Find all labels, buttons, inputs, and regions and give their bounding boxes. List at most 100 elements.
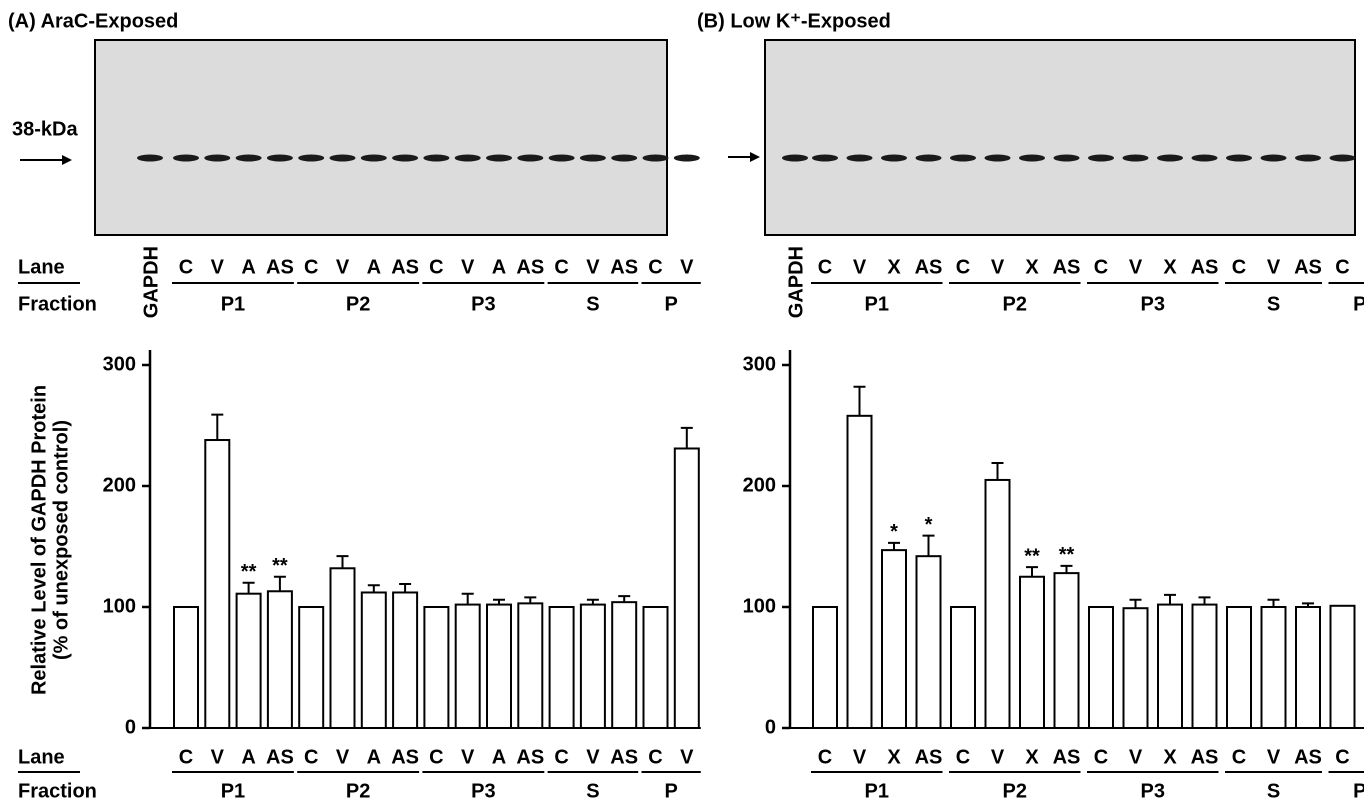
lane-label: A: [492, 256, 506, 278]
bar: [1262, 607, 1286, 728]
blot-band: [392, 155, 418, 162]
blot-band: [1226, 155, 1252, 162]
bar: [1296, 607, 1320, 728]
lane-label: C: [1232, 746, 1246, 768]
lane-label: V: [211, 256, 225, 278]
bar: [986, 480, 1010, 728]
significance-mark: **: [1059, 544, 1075, 566]
row-label: Lane: [18, 256, 65, 278]
bar: [917, 556, 941, 728]
lane-label: A: [241, 256, 255, 278]
lane-label: C: [429, 256, 443, 278]
lane-label: A: [241, 746, 255, 768]
significance-mark: **: [272, 555, 288, 577]
lane-label: C: [304, 256, 318, 278]
y-axis-title: Relative Level of GAPDH Protein: [28, 385, 50, 695]
fraction-label: S: [586, 780, 599, 802]
bar: [675, 448, 699, 728]
lane-label: V: [680, 746, 694, 768]
lane-label: V: [461, 746, 475, 768]
blot-band: [423, 155, 449, 162]
row-label: Fraction: [18, 293, 97, 315]
blot-band: [1123, 155, 1149, 162]
bar: [487, 605, 511, 728]
bar: [644, 607, 668, 728]
bar: [299, 607, 323, 728]
blot-band: [1295, 155, 1321, 162]
bar: [268, 591, 292, 728]
lane-label: AS: [516, 746, 544, 768]
fraction-label: P3: [1141, 780, 1165, 802]
blot-band: [1261, 155, 1287, 162]
control-lane-label: GAPDH: [140, 246, 162, 318]
bar: [1020, 577, 1044, 728]
error-bar: [1268, 600, 1280, 607]
arrow-head: [750, 152, 760, 162]
y-tick-label: 100: [103, 595, 136, 617]
lane-label: X: [1163, 746, 1177, 768]
lane-label: AS: [915, 746, 943, 768]
blot-band: [643, 155, 669, 162]
blot-band: [330, 155, 356, 162]
fraction-label: P3: [471, 780, 495, 802]
lane-label: C: [956, 746, 970, 768]
lane-label: AS: [266, 746, 294, 768]
lane-label: V: [461, 256, 475, 278]
blot-band: [580, 155, 606, 162]
blot-band: [1019, 155, 1045, 162]
y-tick-label: 0: [125, 716, 136, 738]
blot-band: [812, 155, 838, 162]
blot-band: [881, 155, 907, 162]
lane-label: V: [991, 256, 1005, 278]
lane-label: C: [1232, 256, 1246, 278]
error-bar: [211, 415, 223, 440]
lane-label: C: [648, 256, 662, 278]
error-bar: [243, 583, 255, 594]
lane-label: V: [1267, 746, 1281, 768]
lane-label: V: [680, 256, 694, 278]
fraction-label: P: [664, 293, 677, 315]
blot-band: [1330, 155, 1356, 162]
bar: [1089, 607, 1113, 728]
blot-image: [95, 40, 667, 235]
blot-band: [298, 155, 324, 162]
bar: [174, 607, 198, 728]
lane-label: X: [1163, 256, 1177, 278]
lane-label: V: [336, 746, 350, 768]
fraction-label: P1: [865, 780, 889, 802]
error-bar: [274, 577, 286, 592]
y-tick-label: 300: [743, 353, 776, 375]
fraction-label: P: [1353, 780, 1364, 802]
lane-label: C: [429, 746, 443, 768]
lane-label: C: [956, 256, 970, 278]
error-bar: [1026, 567, 1038, 577]
lane-label: AS: [1053, 256, 1081, 278]
significance-mark: **: [241, 561, 257, 583]
blot-band: [517, 155, 543, 162]
bar: [951, 607, 975, 728]
bar: [1331, 606, 1355, 728]
row-label: Fraction: [18, 780, 97, 802]
error-bar: [368, 585, 380, 592]
y-tick-label: 0: [765, 716, 776, 738]
y-tick-label: 100: [743, 595, 776, 617]
blot-band: [173, 155, 199, 162]
blot-band: [674, 155, 700, 162]
error-bar: [1199, 597, 1211, 604]
blot-band: [782, 155, 808, 162]
lane-label: AS: [610, 256, 638, 278]
blot-band: [847, 155, 873, 162]
lane-label: AS: [1053, 746, 1081, 768]
blot-band: [1054, 155, 1080, 162]
lane-label: AS: [266, 256, 294, 278]
error-bar: [462, 594, 474, 605]
lane-label: C: [179, 256, 193, 278]
bar: [612, 602, 636, 728]
fraction-label: P3: [471, 293, 495, 315]
error-bar: [888, 543, 900, 550]
lane-label: C: [179, 746, 193, 768]
lane-label: AS: [1294, 256, 1322, 278]
lane-label: C: [818, 746, 832, 768]
bar: [456, 605, 480, 728]
lane-label: V: [586, 746, 600, 768]
